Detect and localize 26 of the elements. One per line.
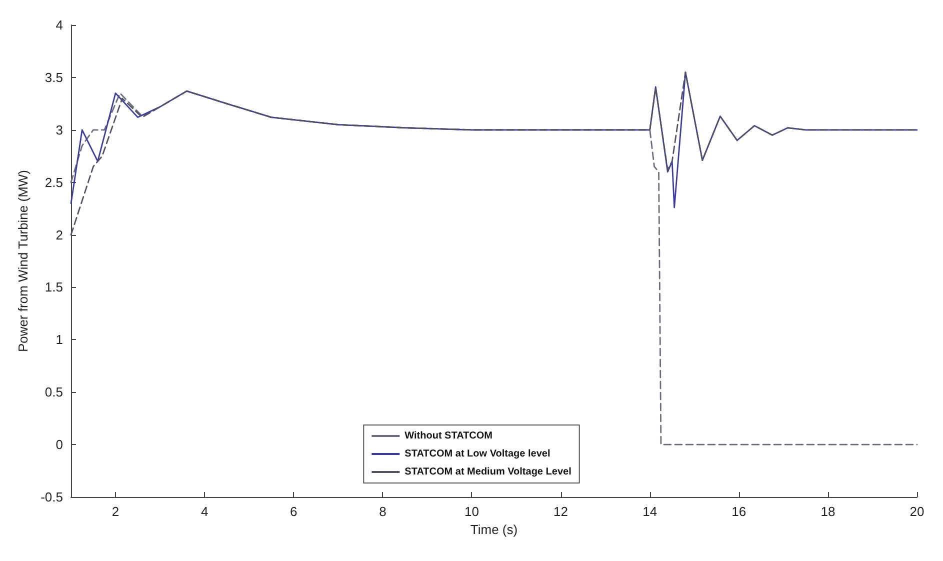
- y-tick-label: 1: [56, 332, 63, 348]
- legend-label: STATCOM at Medium Voltage Level: [404, 466, 572, 478]
- y-tick-label: 0: [56, 437, 63, 452]
- x-tick-label: 8: [379, 504, 386, 519]
- y-tick-label: 2.5: [44, 174, 63, 190]
- x-tick-label: 18: [820, 504, 836, 519]
- legend-label: Without STATCOM: [404, 430, 493, 442]
- line-series: [70, 72, 918, 236]
- x-tick-label: 10: [464, 504, 479, 519]
- x-tick-label: 12: [554, 504, 568, 519]
- y-tick-label: 3.5: [44, 70, 63, 85]
- x-tick-label: 20: [910, 504, 924, 519]
- y-tick-label: 2: [56, 227, 63, 242]
- x-tick-label: 16: [732, 504, 746, 519]
- y-tick-label: 0.5: [44, 384, 63, 400]
- x-axis-title: Time (s): [470, 522, 518, 537]
- x-tick-label: 4: [200, 504, 208, 519]
- y-tick-label: -0.5: [40, 490, 63, 504]
- y-tick-label: 1.5: [44, 280, 63, 295]
- x-tick-label: 14: [642, 504, 658, 519]
- x-tick-label: 6: [290, 504, 298, 519]
- legend-label: STATCOM at Low Voltage level: [404, 448, 550, 460]
- y-tick-label: 3: [56, 122, 63, 138]
- y-axis-title: Power from Wind Turbine (MW): [16, 170, 31, 352]
- y-tick-label: 4: [56, 18, 63, 32]
- x-tick-label: 2: [112, 504, 120, 519]
